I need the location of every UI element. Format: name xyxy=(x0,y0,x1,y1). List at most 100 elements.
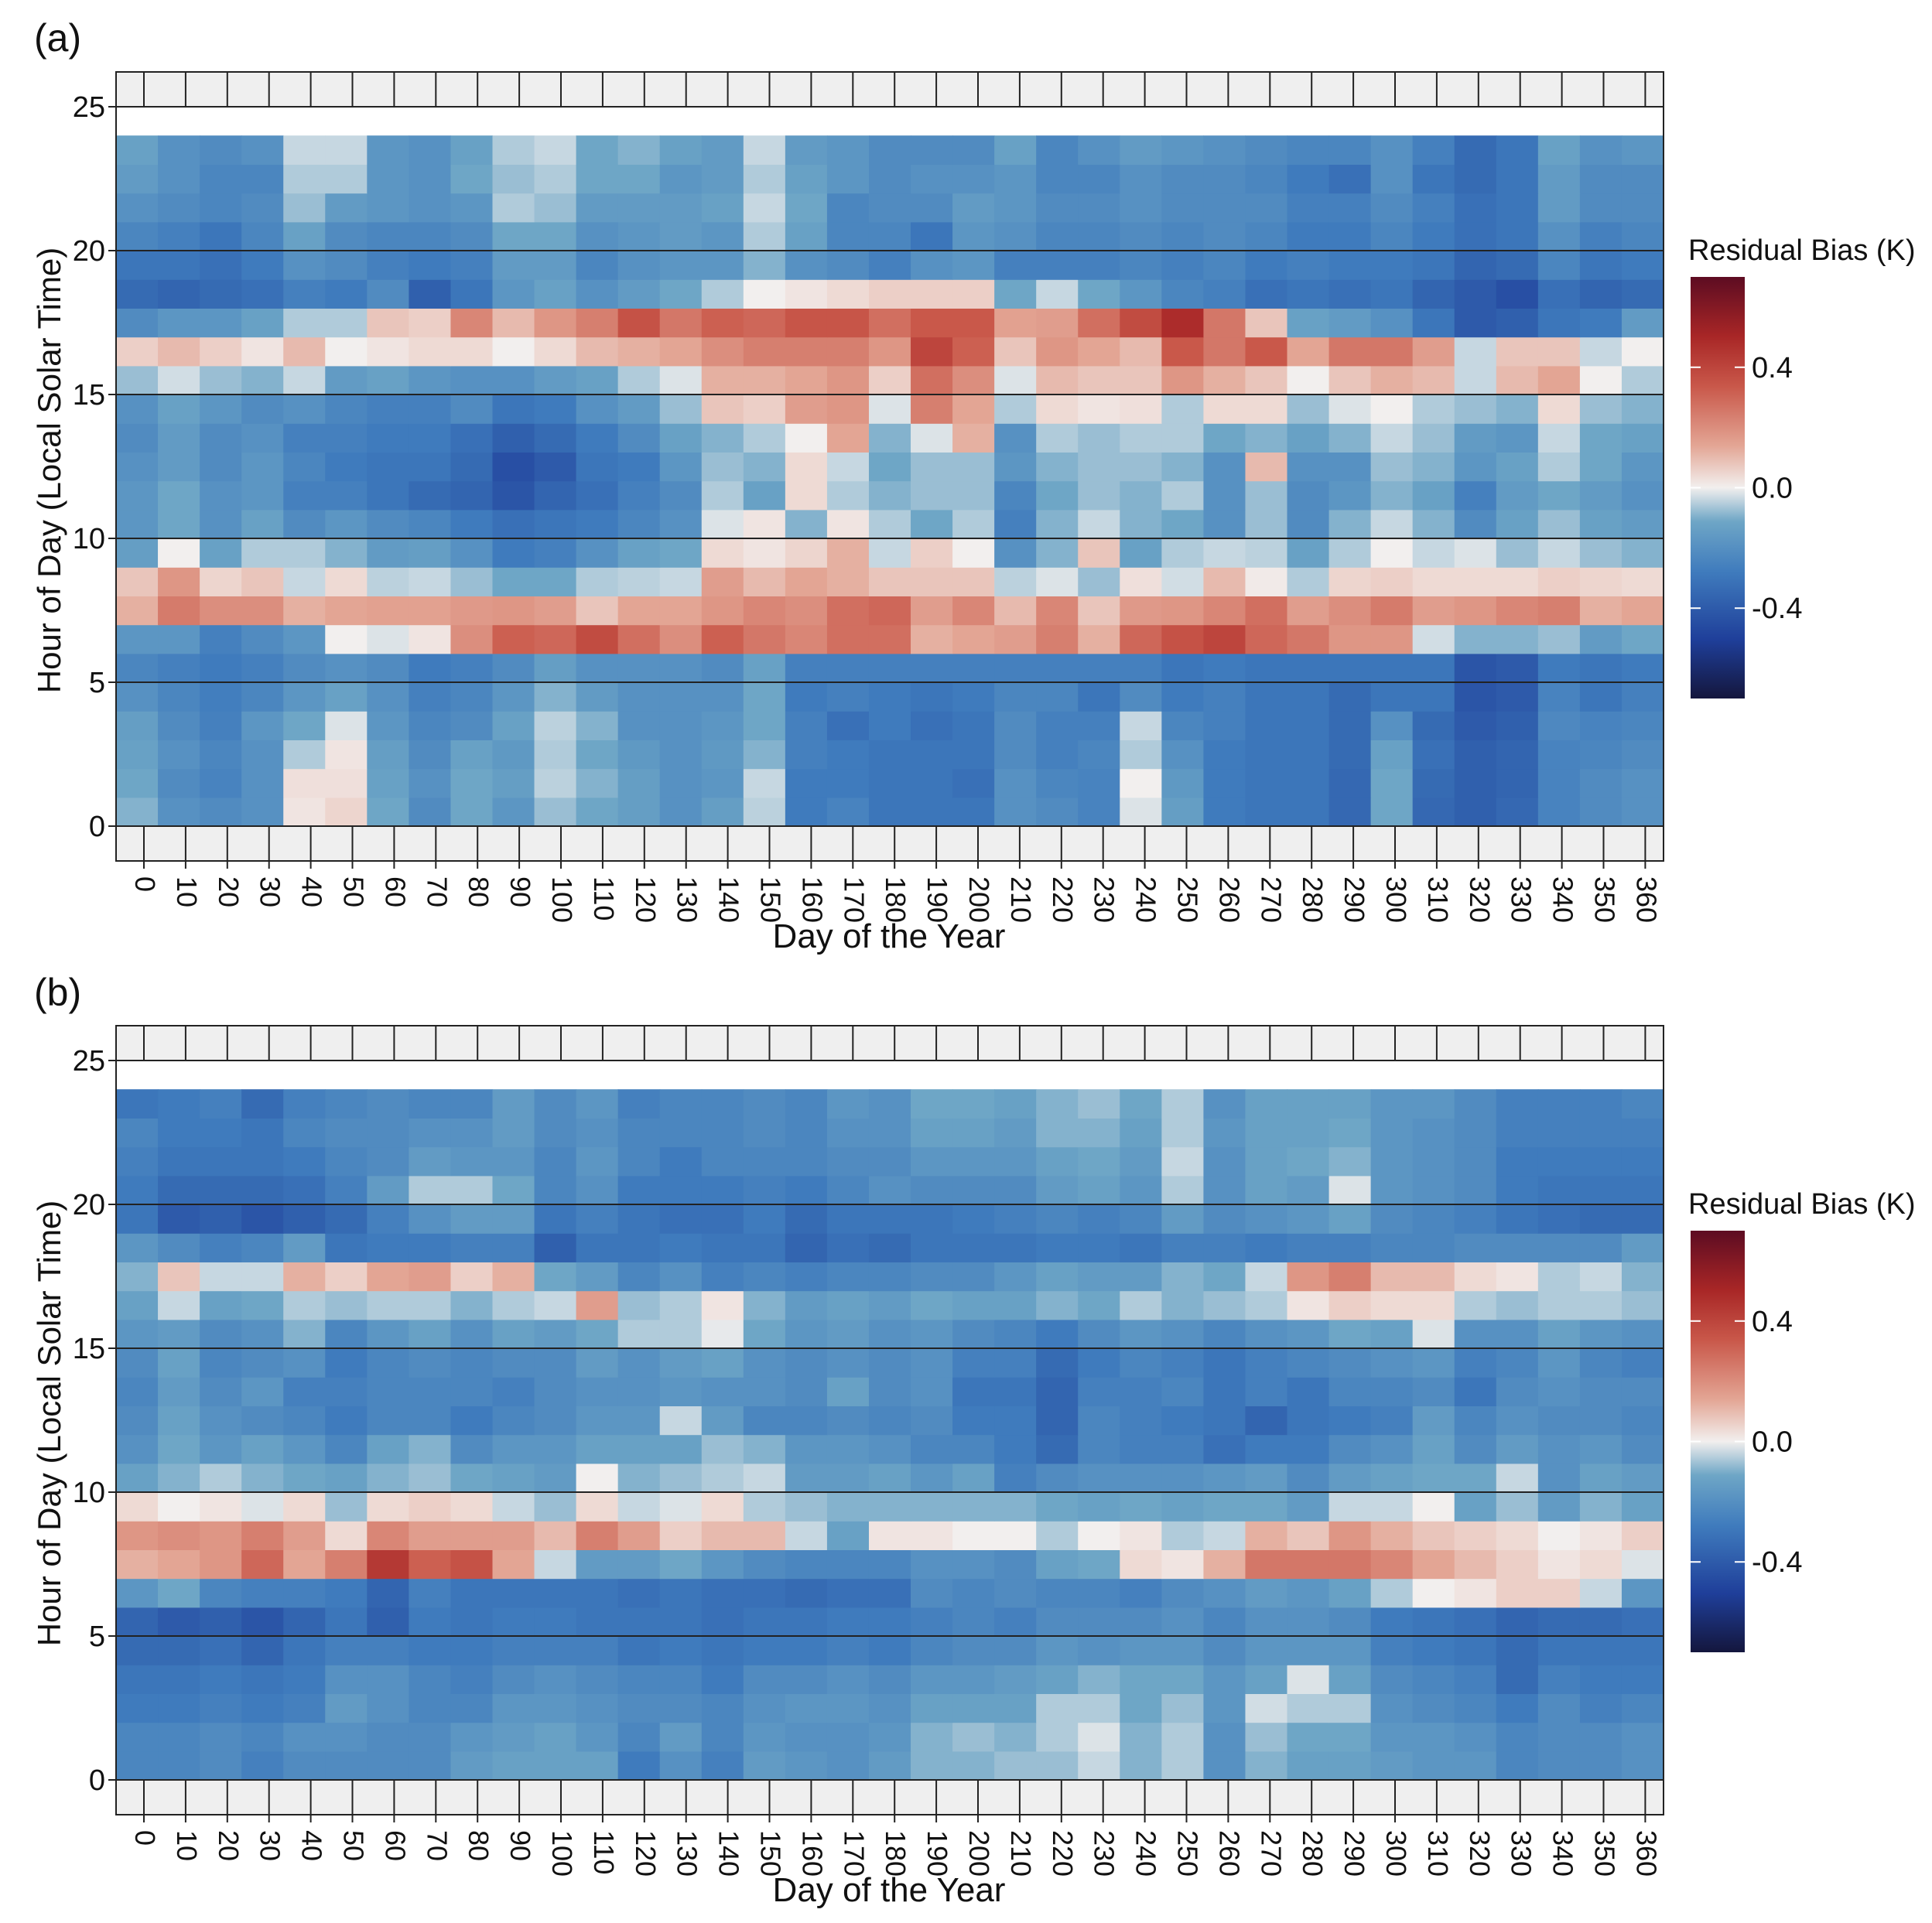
heatmap-cell xyxy=(952,682,995,712)
heatmap-cell xyxy=(1078,480,1120,511)
heatmap-cell xyxy=(701,768,744,798)
heatmap-cell xyxy=(450,1204,494,1234)
heatmap-cell xyxy=(1120,193,1162,223)
heatmap-cell xyxy=(534,1521,577,1550)
heatmap-cell xyxy=(534,1089,577,1119)
heatmap-cell xyxy=(1161,336,1204,367)
heatmap-cell xyxy=(911,682,953,712)
heatmap-cell xyxy=(492,365,535,395)
heatmap-cell xyxy=(785,624,828,654)
heatmap-cell xyxy=(576,308,619,338)
heatmap-cell xyxy=(1078,624,1120,654)
heatmap-cell xyxy=(952,423,995,453)
heatmap-cell xyxy=(785,423,828,453)
heatmap-cell xyxy=(1287,596,1330,626)
heatmap-cell xyxy=(701,423,744,453)
heatmap-cell xyxy=(409,365,452,395)
x-tick-label: 250 xyxy=(1172,1830,1204,1877)
x-tick-label: 240 xyxy=(1130,1830,1162,1877)
heatmap-cell xyxy=(701,1722,744,1752)
heatmap-cell xyxy=(1579,1204,1623,1234)
heatmap-cell xyxy=(116,452,159,482)
heatmap-cell xyxy=(283,1406,326,1436)
heatmap-cell xyxy=(785,1751,828,1781)
heatmap-cell xyxy=(450,1377,494,1406)
heatmap-cell xyxy=(1203,1290,1246,1320)
heatmap-cell xyxy=(1537,1377,1581,1406)
heatmap-cell xyxy=(1412,653,1455,683)
heatmap-cell xyxy=(492,1463,535,1493)
heatmap-cell xyxy=(241,1118,284,1148)
heatmap-cell xyxy=(785,164,828,194)
heatmap-cell xyxy=(534,1377,577,1406)
heatmap-cell xyxy=(1287,1665,1330,1694)
heatmap-cell xyxy=(1328,768,1372,798)
heatmap-cell xyxy=(200,452,242,482)
heatmap-cell xyxy=(1036,135,1079,165)
heatmap-cell xyxy=(868,452,911,482)
heatmap-cell xyxy=(743,365,786,395)
heatmap-cell xyxy=(701,1549,744,1580)
heatmap-cell xyxy=(1245,596,1288,626)
heatmap-cell xyxy=(1161,538,1204,568)
x-tick-label: 270 xyxy=(1255,1830,1287,1877)
heatmap-cell xyxy=(994,1175,1037,1205)
heatmap-cell xyxy=(1287,1262,1330,1292)
heatmap-cell xyxy=(1078,1693,1120,1723)
heatmap-cell xyxy=(450,1434,494,1464)
x-tick-label: 80 xyxy=(463,876,494,907)
heatmap-cell xyxy=(241,336,284,367)
heatmap-cell xyxy=(868,739,911,770)
heatmap-cell xyxy=(1537,395,1581,424)
heatmap-cell xyxy=(241,1146,284,1177)
heatmap-cell xyxy=(534,1146,577,1177)
heatmap-cell xyxy=(826,1549,870,1580)
heatmap-cell xyxy=(492,1118,535,1148)
heatmap-cell xyxy=(1120,538,1162,568)
heatmap-cell xyxy=(325,538,368,568)
heatmap-cell xyxy=(283,135,326,165)
heatmap-cell xyxy=(785,1722,828,1752)
heatmap-cell xyxy=(826,509,870,539)
heatmap-cell xyxy=(492,1262,535,1292)
heatmap-cell xyxy=(785,1578,828,1608)
heatmap-cell xyxy=(158,1549,200,1580)
heatmap-cell xyxy=(1370,423,1414,453)
heatmap-cell xyxy=(1412,1693,1455,1723)
heatmap-cell xyxy=(1328,797,1372,827)
heatmap-cell xyxy=(701,509,744,539)
heatmap-cell xyxy=(1579,653,1623,683)
heatmap-cell xyxy=(200,739,242,770)
heatmap-cell xyxy=(241,1521,284,1550)
heatmap-cell xyxy=(200,797,242,827)
heatmap-cell xyxy=(868,1118,911,1148)
heatmap-cell xyxy=(743,1578,786,1608)
heatmap-cell xyxy=(1203,797,1246,827)
heatmap-cell xyxy=(911,1636,953,1665)
heatmap-cell xyxy=(1120,711,1162,740)
heatmap-cell xyxy=(785,1348,828,1378)
heatmap-cell xyxy=(701,1290,744,1320)
heatmap-cell xyxy=(1621,1751,1664,1781)
heatmap-cell xyxy=(116,1233,159,1262)
heatmap-cell xyxy=(1245,1089,1288,1119)
heatmap-cell xyxy=(450,164,494,194)
heatmap-cell xyxy=(409,193,452,223)
heatmap-cell xyxy=(241,739,284,770)
heatmap-cell xyxy=(1036,1377,1079,1406)
heatmap-cell xyxy=(1287,336,1330,367)
heatmap-cell xyxy=(1245,1751,1288,1781)
heatmap-cell xyxy=(283,1607,326,1637)
heatmap-cell xyxy=(325,1607,368,1637)
heatmap-cell xyxy=(576,1204,619,1234)
heatmap-cell xyxy=(1412,452,1455,482)
heatmap-cell xyxy=(952,1146,995,1177)
heatmap-cell xyxy=(1370,768,1414,798)
heatmap-cell xyxy=(617,1290,661,1320)
heatmap-cell xyxy=(1454,1636,1497,1665)
x-tick-label: 160 xyxy=(796,876,828,923)
heatmap-cell xyxy=(325,567,368,596)
heatmap-cell xyxy=(952,1262,995,1292)
heatmap-cell xyxy=(1496,395,1539,424)
heatmap-cell xyxy=(1454,279,1497,309)
